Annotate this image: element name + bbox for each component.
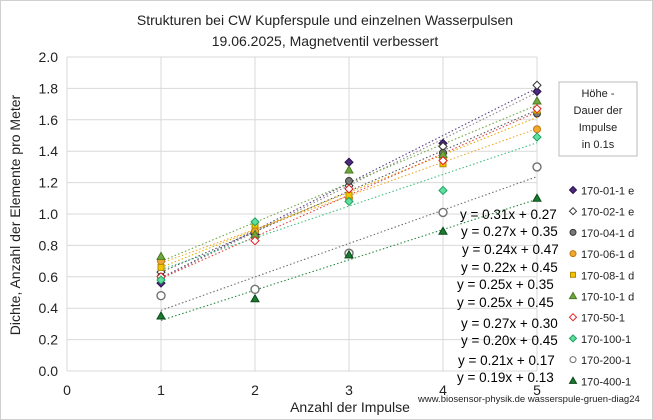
legend-marker <box>568 312 578 322</box>
chart-subtitle: 19.06.2025, Magnetventil verbessert <box>212 33 439 49</box>
data-points <box>156 80 542 320</box>
x-tick-label: 0 <box>63 382 71 398</box>
data-point <box>438 185 448 196</box>
legend-marker <box>570 271 576 278</box>
data-point <box>250 293 260 303</box>
trendline-equation: y = 0.31x + 0.27 <box>460 207 557 222</box>
x-tick-label: 2 <box>251 382 259 398</box>
data-point <box>156 275 166 285</box>
y-tick-label: 1.2 <box>39 175 59 191</box>
legend-label: 170-200-1 <box>581 355 631 367</box>
data-point <box>156 290 166 301</box>
x-tick-label: 4 <box>439 382 447 398</box>
legend-marker <box>568 334 578 343</box>
x-axis-ticks: 0 1 2 3 4 5 <box>63 382 541 398</box>
y-tick-label: 1.0 <box>39 206 59 222</box>
legend-label: 170-06-1 d <box>581 249 634 261</box>
trendline-equations: y = 0.31x + 0.27 y = 0.27x + 0.35 y = 0.24… <box>457 207 559 385</box>
credit-text: www.biosensor-physik.de wasserspule-grue… <box>417 394 640 405</box>
data-point <box>532 193 542 202</box>
data-point <box>250 217 260 227</box>
trendline-equation: y = 0.25x + 0.35 <box>457 277 554 292</box>
legend-marker <box>569 250 577 258</box>
data-point <box>533 125 541 134</box>
legend-note-line: Höhe - <box>581 88 614 100</box>
legend-label: 170-10-1 d <box>581 292 634 304</box>
trendline-equation: y = 0.24x + 0.47 <box>462 242 559 257</box>
x-tick-label: 5 <box>533 382 541 398</box>
y-tick-label: 1.8 <box>39 80 59 96</box>
data-point <box>532 80 542 90</box>
data-point <box>532 95 542 105</box>
legend-frame <box>563 178 650 392</box>
legend-marker <box>569 356 577 364</box>
data-point <box>532 104 542 114</box>
y-tick-label: 0.8 <box>39 237 59 253</box>
x-axis-label: Anzahl der Impulse <box>290 399 410 415</box>
legend-note-frame <box>558 81 638 157</box>
y-tick-label: 1.4 <box>39 143 59 159</box>
legend-marker <box>569 228 577 236</box>
data-point <box>344 249 354 259</box>
legend-label: 170-100-1 <box>581 334 631 346</box>
data-point <box>344 165 354 174</box>
y-tick-label: 0.0 <box>39 363 59 379</box>
data-point <box>532 132 542 142</box>
legend-label: 170-400-1 <box>581 376 631 388</box>
legend-marker <box>568 206 578 216</box>
y-axis-label: Dichte, Anzahl der Elemente pro Meter <box>7 94 23 335</box>
trendline-equation: y = 0.27x + 0.30 <box>461 316 558 331</box>
trendline <box>160 116 538 268</box>
legend-label: 170-01-1 e <box>581 186 634 198</box>
chart-title: Strukturen bei CW Kupferspule und einzel… <box>137 12 513 28</box>
data-point <box>438 226 448 235</box>
trendline-equation: y = 0.22x + 0.45 <box>461 260 558 275</box>
legend-note-line: in 0.1s <box>582 139 615 151</box>
legend-note-box: Höhe - Dauer der Impulse in 0.1s <box>558 81 638 157</box>
data-point <box>156 251 166 260</box>
data-point <box>157 263 165 271</box>
legend-marker <box>568 376 578 384</box>
y-tick-label: 0.2 <box>39 332 59 348</box>
data-point <box>250 284 260 295</box>
legend-label: 170-02-1 e <box>581 207 634 219</box>
trendline <box>160 198 538 321</box>
data-point <box>532 162 542 172</box>
data-point <box>532 86 542 97</box>
y-tick-label: 2.0 <box>39 49 59 65</box>
y-tick-label: 1.6 <box>39 112 59 128</box>
trendline-equation: y = 0.19x + 0.13 <box>457 370 554 385</box>
x-tick-label: 1 <box>157 382 165 398</box>
trendline-equation: y = 0.27x + 0.35 <box>461 224 558 239</box>
data-point <box>156 311 166 320</box>
data-point <box>250 235 260 246</box>
data-point <box>438 155 448 166</box>
data-point <box>344 196 354 207</box>
legend-label: 170-08-1 d <box>581 270 634 282</box>
legend-note-line: Dauer der <box>574 105 623 117</box>
trendline-equation: y = 0.25x + 0.45 <box>457 295 554 310</box>
trendline-equation: y = 0.20x + 0.45 <box>461 333 558 348</box>
y-tick-label: 0.6 <box>39 269 59 285</box>
data-point <box>344 184 354 194</box>
data-point <box>345 177 353 186</box>
x-tick-label: 3 <box>345 382 353 398</box>
legend-label: 170-04-1 d <box>581 228 634 240</box>
legend-marker <box>568 291 578 300</box>
legend: 170-01-1 e 170-02-1 e 170-04-1 d 170-06-1 d… <box>563 178 650 392</box>
legend-label: 170-50-1 <box>581 313 625 325</box>
data-point <box>438 207 448 218</box>
legend-note-line: Impulse <box>579 122 618 134</box>
legend-marker <box>568 185 578 195</box>
y-tick-label: 0.4 <box>39 300 59 316</box>
trendline-equation: y = 0.21x + 0.17 <box>458 353 555 368</box>
trendline <box>160 142 538 271</box>
y-axis-ticks: 0.0 0.2 0.4 0.6 0.8 1.0 1.2 1.4 1.6 1.8 2.0 <box>39 49 59 379</box>
gridlines <box>66 56 538 372</box>
